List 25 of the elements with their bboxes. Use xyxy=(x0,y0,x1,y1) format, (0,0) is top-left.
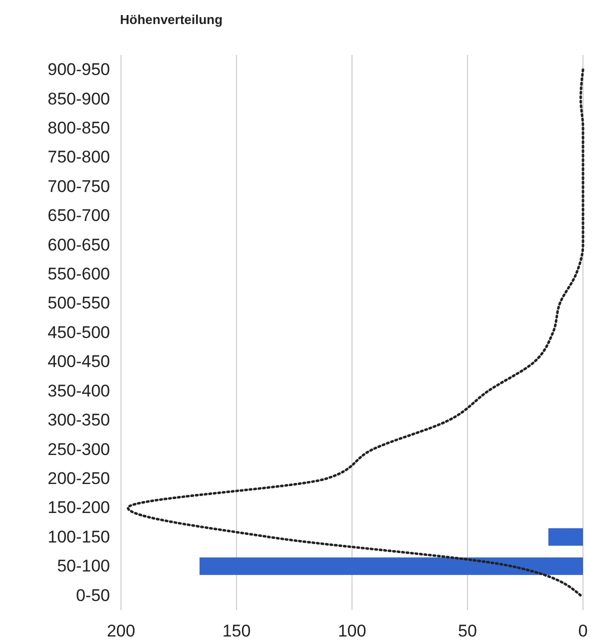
y-tick-label: 650-700 xyxy=(48,206,110,226)
y-tick-label: 600-650 xyxy=(48,235,110,254)
y-tick-label: 300-350 xyxy=(48,410,110,430)
x-tick-label: 150 xyxy=(222,621,251,640)
y-tick-label: 800-850 xyxy=(48,118,110,138)
x-tick-label: 200 xyxy=(106,621,136,640)
y-tick-label: 550-600 xyxy=(48,264,110,284)
y-tick-label: 500-550 xyxy=(48,294,110,313)
y-tick-label: 850-900 xyxy=(48,89,110,108)
x-tick-label: 50 xyxy=(458,621,477,640)
x-tick-label: 0 xyxy=(578,621,588,640)
y-tick-label: 700-750 xyxy=(48,176,110,196)
y-tick-label: 50-100 xyxy=(57,556,110,576)
y-tick-label: 200-250 xyxy=(48,468,110,488)
y-tick-label: 250-300 xyxy=(48,440,110,459)
y-tick-label: 750-800 xyxy=(48,148,110,167)
chart-title: Höhenverteilung xyxy=(120,12,223,27)
y-tick-label: 450-500 xyxy=(48,322,110,342)
y-tick-label: 0-50 xyxy=(76,586,110,605)
x-tick-label: 100 xyxy=(338,621,366,640)
y-tick-label: 400-450 xyxy=(48,352,110,372)
y-tick-label: 350-400 xyxy=(48,381,110,400)
y-tick-label: 900-950 xyxy=(48,60,110,80)
y-tick-label: 150-200 xyxy=(48,498,110,518)
y-tick-label: 100-150 xyxy=(48,527,110,546)
